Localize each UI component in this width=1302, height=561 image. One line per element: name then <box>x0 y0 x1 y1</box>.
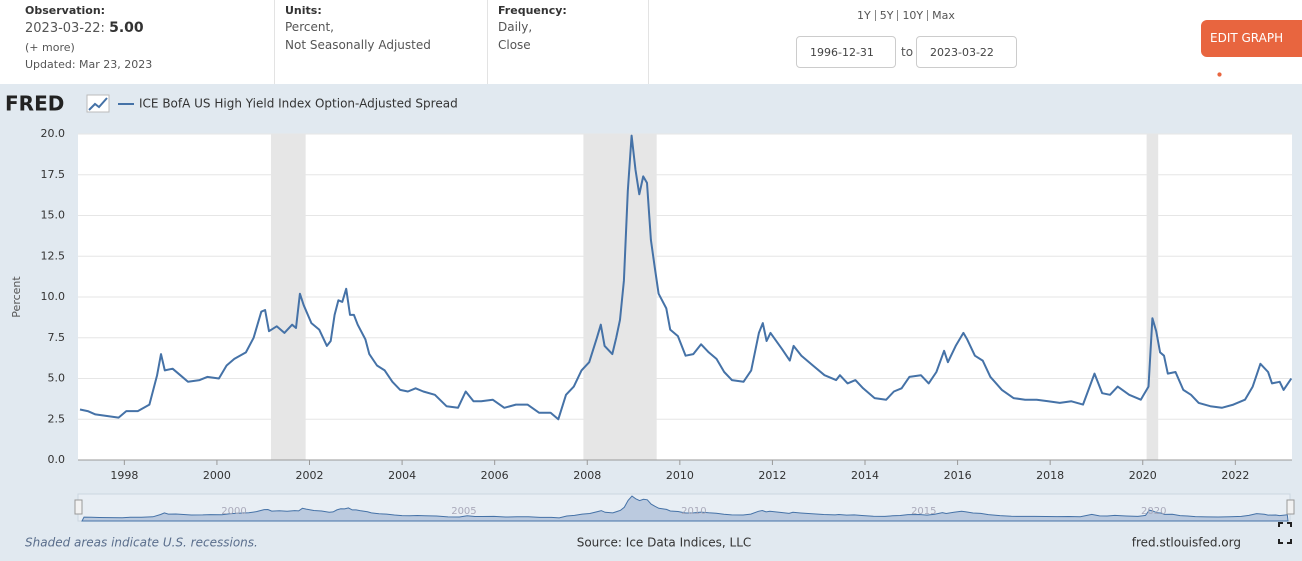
x-tick-label: 2008 <box>573 469 601 482</box>
observation-label: Observation: <box>25 4 106 17</box>
observation-value: 5.00 <box>109 20 144 36</box>
navigator-tick-label: 2005 <box>451 506 476 517</box>
frequency-line: Close <box>498 38 531 52</box>
y-tick-label: 10.0 <box>41 290 66 303</box>
navigator-tick-label: 2010 <box>681 506 706 517</box>
x-tick-label: 2002 <box>296 469 324 482</box>
edit-graph-button[interactable]: EDIT GRAPH <box>1201 20 1302 81</box>
legend-entry: ICE BofA US High Yield Index Option-Adju… <box>139 97 458 111</box>
chart: FRED ICE BofA US High Yield Index Option… <box>5 92 1295 550</box>
range-button[interactable]: 5Y <box>874 10 898 21</box>
x-tick-label: 2018 <box>1036 469 1064 482</box>
range-button[interactable]: 10Y <box>897 10 927 21</box>
x-tick-label: 1998 <box>110 469 138 482</box>
y-tick-label: 17.5 <box>41 168 66 181</box>
x-tick-label: 2016 <box>944 469 972 482</box>
fullscreen-icon[interactable] <box>1278 522 1292 544</box>
units-label: Units: <box>285 4 322 17</box>
y-tick-label: 7.5 <box>48 331 66 344</box>
logo-text: FRED <box>5 92 64 116</box>
observation: 2023-03-22: 5.00 <box>25 20 144 36</box>
navigator-tick-label: 2015 <box>911 506 936 517</box>
frequency-label: Frequency: <box>498 4 567 17</box>
y-tick-label: 5.0 <box>48 372 66 385</box>
navigator-line <box>81 495 1289 522</box>
x-tick-label: 2012 <box>758 469 786 482</box>
navigator-handle[interactable] <box>1286 499 1295 515</box>
units-line: Not Seasonally Adjusted <box>285 38 431 52</box>
to-label: to <box>901 45 914 59</box>
series-line <box>79 134 1293 421</box>
site-link[interactable]: fred.stlouisfed.org <box>1132 536 1241 550</box>
source: Source: Ice Data Indices, LLC <box>577 536 752 550</box>
edit-label: EDIT GRAPH <box>1210 31 1284 45</box>
separator <box>648 0 649 84</box>
range-button[interactable]: Max <box>927 10 959 21</box>
y-tick-label: 12.5 <box>41 249 66 262</box>
y-tick-label: 15.0 <box>41 209 66 222</box>
observation-date: 2023-03-22: <box>25 21 105 36</box>
header: Observation: 2023-03-22: 5.00 (+ more) U… <box>0 0 1302 84</box>
units-line: Percent, <box>285 20 334 34</box>
x-tick-label: 2022 <box>1221 469 1249 482</box>
end-date-input[interactable]: 2023-03-22 <box>916 36 1017 68</box>
navigator-tick-label: 2020 <box>1141 506 1166 517</box>
navigator-handle[interactable] <box>74 499 83 515</box>
range-button[interactable]: 1Y <box>857 9 871 22</box>
more-link[interactable]: (+ more) <box>25 41 75 54</box>
logo: FRED <box>5 92 110 116</box>
x-tick-label: 2004 <box>388 469 416 482</box>
recession-note: Shaded areas indicate U.S. recessions. <box>25 536 258 550</box>
separator <box>274 0 275 84</box>
separator <box>487 0 488 84</box>
navigator-tick-label: 2000 <box>221 506 246 517</box>
x-tick-label: 2006 <box>481 469 509 482</box>
y-axis-label: Percent <box>10 276 23 318</box>
logo-icon-line <box>88 97 108 111</box>
gear-icon <box>1213 68 1226 81</box>
updated: Updated: Mar 23, 2023 <box>25 58 153 71</box>
x-tick-label: 2020 <box>1129 469 1157 482</box>
x-tick-label: 2000 <box>203 469 231 482</box>
start-date-input[interactable]: 1996-12-31 <box>796 36 896 68</box>
x-tick-label: 2010 <box>666 469 694 482</box>
frequency-line: Daily, <box>498 20 533 34</box>
y-tick-label: 2.5 <box>48 412 66 425</box>
range-buttons: 1Y 5Y 10Y Max <box>857 10 959 21</box>
y-tick-label: 0.0 <box>48 453 66 466</box>
x-tick-label: 2014 <box>851 469 879 482</box>
y-tick-label: 20.0 <box>41 127 66 140</box>
